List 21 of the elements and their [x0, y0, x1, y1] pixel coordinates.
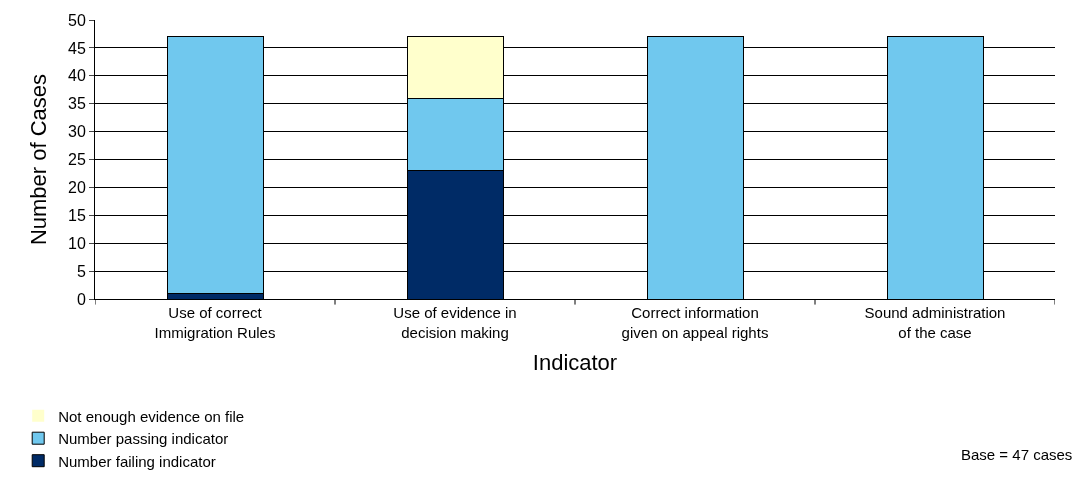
y-tick-label: 5 — [76, 262, 86, 280]
y-tick-label: 0 — [76, 290, 86, 308]
y-tick-label: 40 — [68, 67, 86, 85]
y-tick-label: 25 — [68, 151, 86, 169]
y-tick-label: 45 — [68, 39, 86, 57]
text: Base = 47 cases — [961, 446, 1073, 463]
y-tick-label: 10 — [68, 234, 86, 252]
y-tick-label: 30 — [68, 123, 86, 141]
y-tick-label: 15 — [68, 206, 86, 224]
x-axis-title: Indicator — [532, 350, 618, 376]
legend-label: Not enough evidence on file — [58, 407, 245, 425]
y-tick-label: 50 — [68, 11, 86, 29]
x-tick-label: Correct information given on appeal rights — [621, 304, 769, 341]
x-tick-label: Sound administration of the case — [864, 304, 1006, 341]
legend-label: Number failing indicator — [58, 452, 216, 470]
x-tick-label: Use of correct Immigration Rules — [154, 304, 276, 341]
y-tick-label: 20 — [68, 179, 86, 196]
y-tick-label: 35 — [68, 95, 86, 113]
x-tick-label: Use of evidence in decision making — [393, 304, 517, 341]
legend-label: Number passing indicator — [58, 430, 229, 448]
y-axis-title: Number of Cases — [25, 73, 51, 246]
